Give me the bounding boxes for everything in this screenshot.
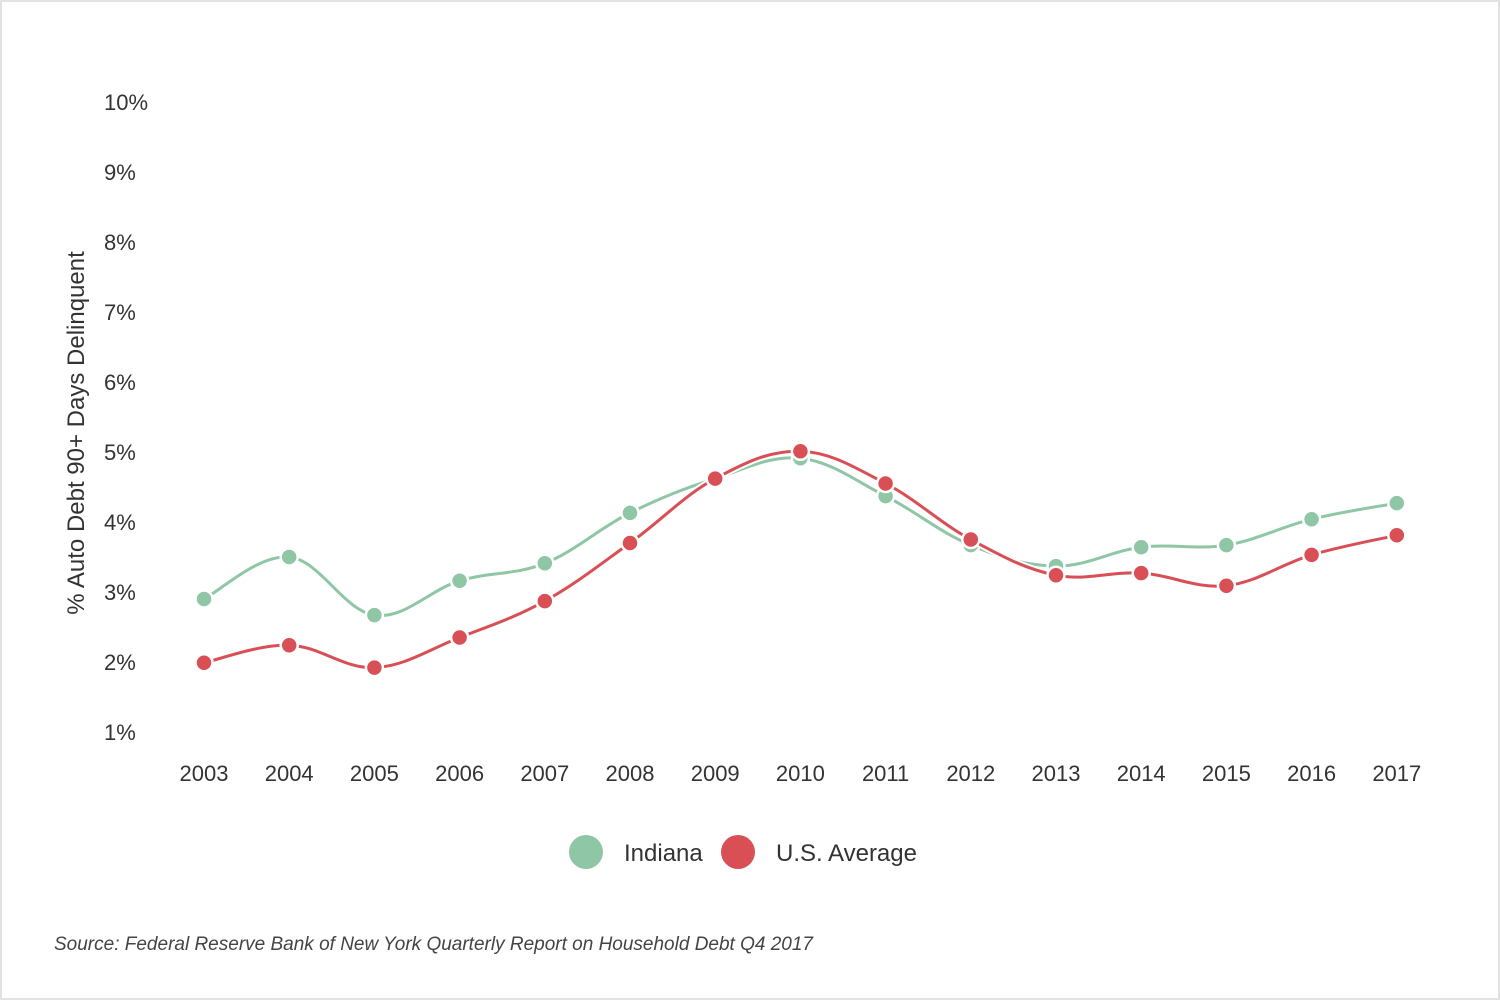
- x-tick-label: 2003: [180, 761, 229, 786]
- y-tick-label: 2%: [104, 650, 136, 675]
- x-tick-label: 2004: [265, 761, 314, 786]
- legend-marker: [721, 835, 755, 869]
- data-point: [366, 659, 383, 676]
- plot-area: [196, 443, 1406, 676]
- data-point: [196, 591, 213, 608]
- data-point: [536, 593, 553, 610]
- data-point: [1218, 537, 1235, 554]
- data-point: [877, 475, 894, 492]
- legend-marker: [569, 835, 603, 869]
- x-tick-label: 2011: [862, 761, 909, 786]
- series-indiana: [196, 450, 1406, 624]
- legend-label: U.S. Average: [776, 840, 917, 867]
- y-tick-label: 5%: [104, 440, 136, 465]
- data-point: [622, 504, 639, 521]
- y-tick-label: 4%: [104, 510, 136, 535]
- x-tick-label: 2012: [946, 761, 995, 786]
- data-point: [366, 607, 383, 624]
- x-tick-label: 2005: [350, 761, 399, 786]
- x-tick-label: 2015: [1202, 761, 1251, 786]
- series-line: [204, 458, 1397, 616]
- chart-frame: 1% 2% 3% 4% 5% 6% 7% 8% 9% 10% 2003 2004 2005 2006 20…: [0, 0, 1500, 1000]
- y-tick-label: 10%: [104, 90, 148, 115]
- y-tick-label: 6%: [104, 370, 136, 395]
- data-point: [196, 654, 213, 671]
- y-tick-label: 7%: [104, 300, 136, 325]
- x-tick-label: 2009: [691, 761, 740, 786]
- legend-label: Indiana: [624, 840, 703, 867]
- y-tick-label: 9%: [104, 160, 136, 185]
- series-line: [204, 451, 1397, 667]
- y-axis-title: % Auto Debt 90+ Days Delinquent: [63, 251, 90, 615]
- x-tick-label: 2010: [776, 761, 825, 786]
- x-tick-label: 2016: [1287, 761, 1336, 786]
- data-point: [1303, 546, 1320, 563]
- data-point: [281, 637, 298, 654]
- y-tick-label: 3%: [104, 580, 136, 605]
- data-point: [1133, 565, 1150, 582]
- data-point: [1048, 567, 1065, 584]
- data-point: [792, 443, 809, 460]
- line-chart: 1%2%3%4%5%6%7%8%9%10% 2003 2004 2005 2006 20…: [2, 2, 1498, 998]
- series-line-halo: [204, 451, 1397, 667]
- data-point: [962, 531, 979, 548]
- y-tick-label: 8%: [104, 230, 136, 255]
- y-tick-label: 1%: [104, 720, 136, 745]
- data-point: [451, 629, 468, 646]
- x-tick-label: 2014: [1117, 761, 1166, 786]
- data-point: [1388, 495, 1405, 512]
- x-tick-label: 2013: [1032, 761, 1081, 786]
- data-point: [451, 572, 468, 589]
- legend: Indiana U.S. Average: [569, 835, 917, 869]
- x-axis-ticks: 2003 2004 2005 2006 2007 2008 2009 2010 2011 2012…: [180, 761, 1422, 786]
- series-us-average: [196, 443, 1406, 676]
- x-tick-label: 2008: [606, 761, 655, 786]
- data-point: [1388, 527, 1405, 544]
- series-line-halo: [204, 458, 1397, 616]
- source-note: Source: Federal Reserve Bank of New York…: [54, 934, 814, 955]
- y-axis-ticks: 1% 2% 3% 4% 5% 6% 7% 8% 9% 10%: [104, 90, 148, 745]
- data-point: [1303, 511, 1320, 528]
- data-point: [536, 555, 553, 572]
- data-point: [1218, 577, 1235, 594]
- x-tick-label: 2007: [520, 761, 569, 786]
- data-point: [281, 549, 298, 566]
- x-tick-label: 2006: [435, 761, 484, 786]
- data-point: [707, 470, 724, 487]
- x-tick-label: 2017: [1372, 761, 1421, 786]
- data-point: [1133, 539, 1150, 556]
- data-point: [622, 535, 639, 552]
